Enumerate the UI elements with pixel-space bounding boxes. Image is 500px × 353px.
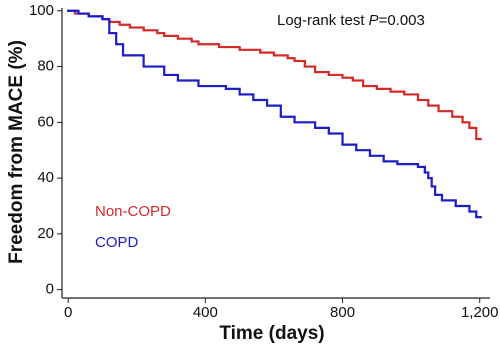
annotation-value: =0.003 <box>379 12 425 29</box>
y-tick-label: 0 <box>46 281 54 298</box>
y-tick-label: 40 <box>37 169 54 186</box>
annotation-text: Log-rank test <box>277 12 365 29</box>
x-axis-title: Time (days) <box>219 323 324 344</box>
y-tick-label: 80 <box>37 58 54 75</box>
x-tick-label: 800 <box>330 304 355 321</box>
x-tick-label: 1,200 <box>461 304 499 321</box>
legend-label: Non-COPD <box>95 203 171 220</box>
y-tick-label: 20 <box>37 225 54 242</box>
annotation: Log-rank test P=0.003 <box>277 12 425 29</box>
x-tick-label: 0 <box>64 304 72 321</box>
x-tick-label: 400 <box>193 304 218 321</box>
y-tick-label: 60 <box>37 113 54 130</box>
legend-label: COPD <box>95 234 139 251</box>
y-tick-label: 100 <box>29 2 54 19</box>
y-axis-title: Freedom from MACE (%) <box>6 40 27 264</box>
annotation-symbol: P <box>369 12 379 29</box>
